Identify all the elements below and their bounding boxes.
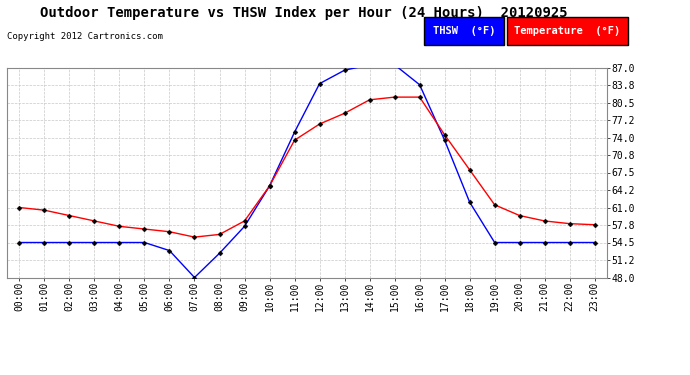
Text: Outdoor Temperature vs THSW Index per Hour (24 Hours)  20120925: Outdoor Temperature vs THSW Index per Ho… [40,6,567,20]
Text: THSW  (°F): THSW (°F) [433,26,495,36]
Text: Copyright 2012 Cartronics.com: Copyright 2012 Cartronics.com [7,32,163,41]
Text: Temperature  (°F): Temperature (°F) [515,26,620,36]
